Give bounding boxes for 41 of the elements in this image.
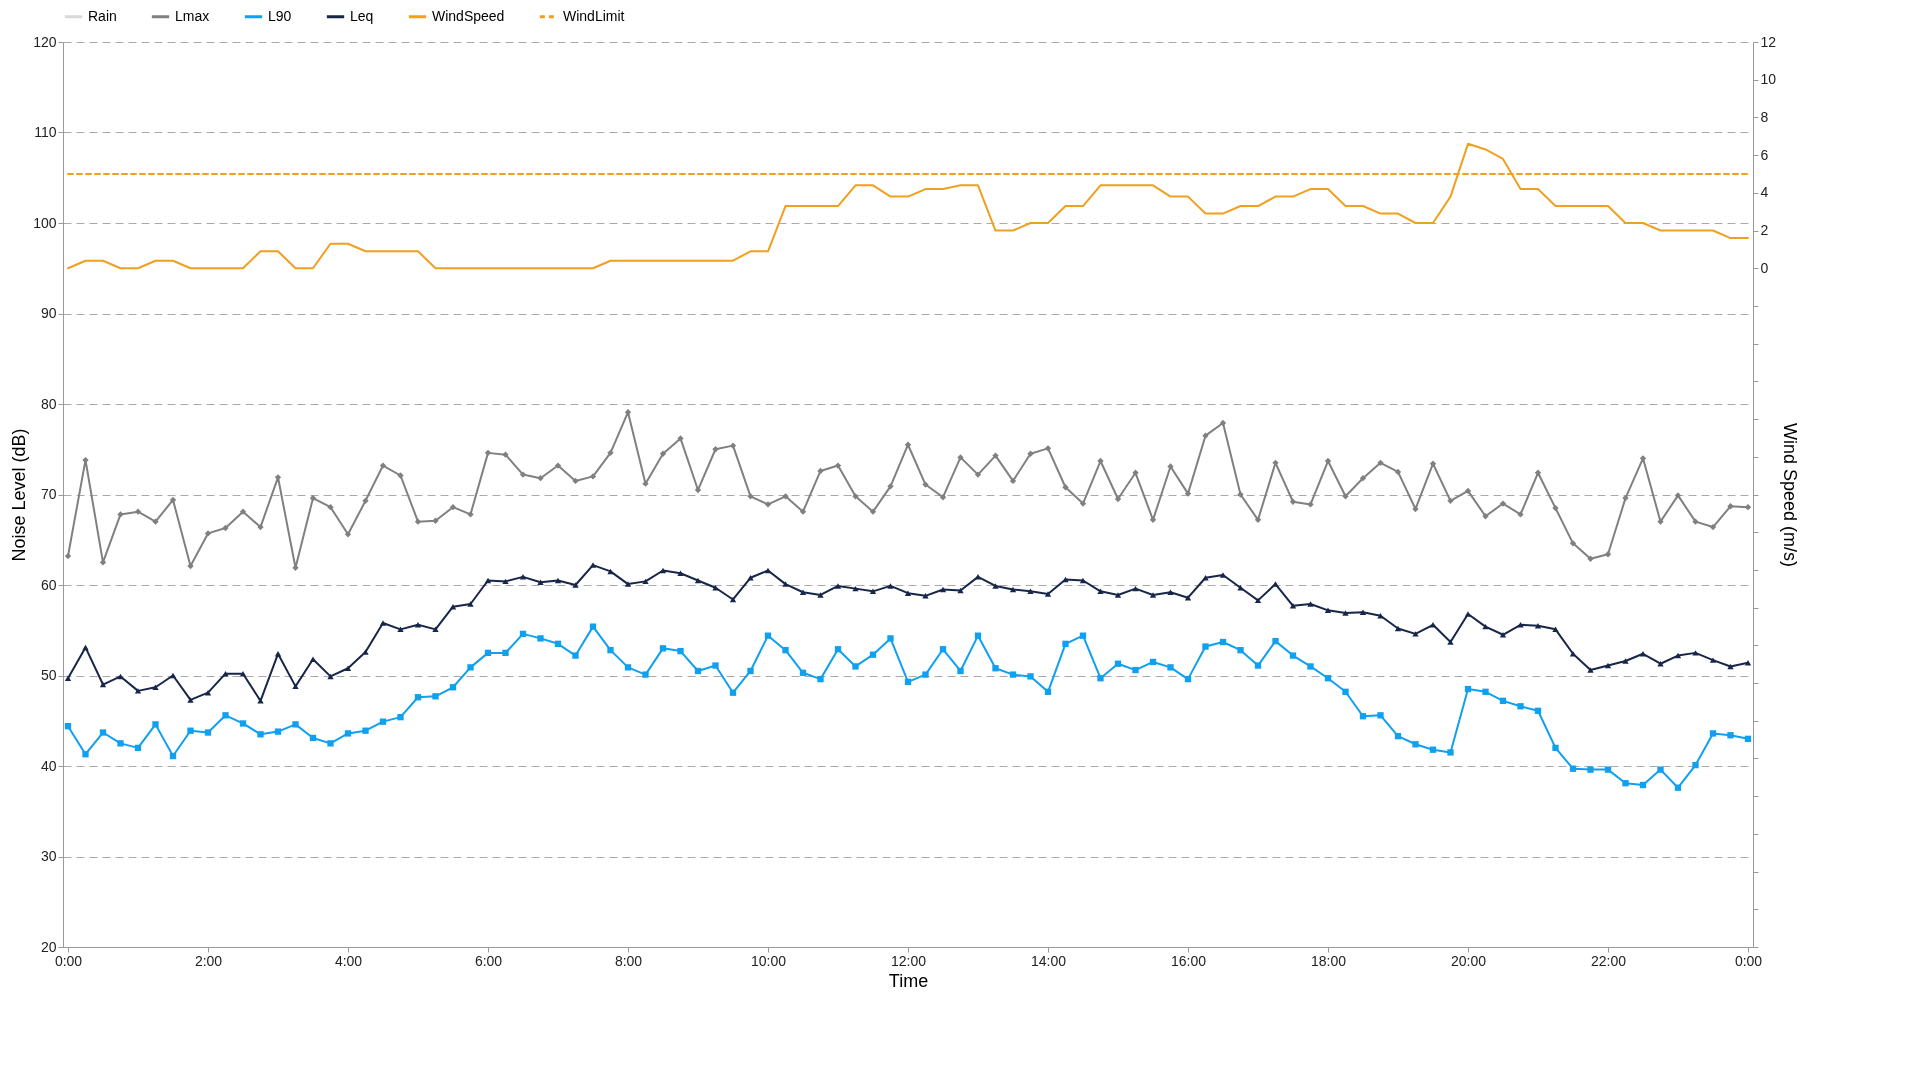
y-tick-label: 110 (34, 124, 57, 140)
legend-label: L90 (268, 7, 292, 24)
x-tick-label: 12:00 (890, 952, 927, 969)
y2-tick-label: 12 (1760, 33, 1777, 50)
x-tick-label: 10:00 (750, 952, 787, 969)
y-tick-label: 20 (40, 938, 57, 955)
y2-axis-title: Wind Speed (m/s) (1780, 422, 1801, 568)
x-tick-label: 22:00 (1590, 952, 1627, 969)
y-tick-label: 30 (40, 848, 57, 864)
x-tick-label: 16:00 (1170, 952, 1207, 969)
legend-label: Leq (350, 7, 374, 24)
x-tick-label: 18:00 (1310, 952, 1347, 969)
y2-tick-label: 4 (1760, 184, 1769, 201)
y2-tick-label: 8 (1760, 108, 1769, 125)
x-tick-label: 20:00 (1450, 952, 1487, 969)
y-tick-label: 70 (40, 486, 57, 502)
y-tick-label: 50 (40, 667, 57, 683)
x-tick-label: 6:00 (474, 952, 503, 969)
x-axis-title: Time (888, 970, 929, 991)
x-tick-label: 0:00 (54, 952, 83, 969)
y2-tick-label: 10 (1760, 71, 1777, 88)
x-tick-label: 14:00 (1030, 952, 1067, 969)
y-tick-label: 40 (40, 757, 57, 774)
legend-label: Lmax (175, 7, 210, 24)
y-tick-label: 100 (33, 214, 57, 231)
legend-label: WindLimit (563, 7, 625, 24)
y2-tick-label: 6 (1760, 146, 1769, 163)
x-tick-label: 4:00 (334, 952, 363, 969)
y2-tick-label: 2 (1760, 222, 1769, 239)
y-tick-label: 80 (40, 395, 57, 412)
x-tick-label: 8:00 (614, 952, 643, 969)
x-tick-label: 0:00 (1734, 952, 1763, 969)
y-tick-label: 60 (40, 576, 57, 593)
y-tick-label: 120 (33, 33, 57, 50)
line-series (67, 142, 1749, 270)
legend-label: WindSpeed (432, 7, 505, 24)
legend-label: Rain (88, 7, 117, 24)
x-tick-label: 2:00 (194, 952, 223, 969)
y-axis-title: Noise Level (dB) (9, 428, 30, 562)
y-tick-label: 90 (40, 305, 57, 321)
y2-tick-label: 0 (1760, 259, 1769, 276)
